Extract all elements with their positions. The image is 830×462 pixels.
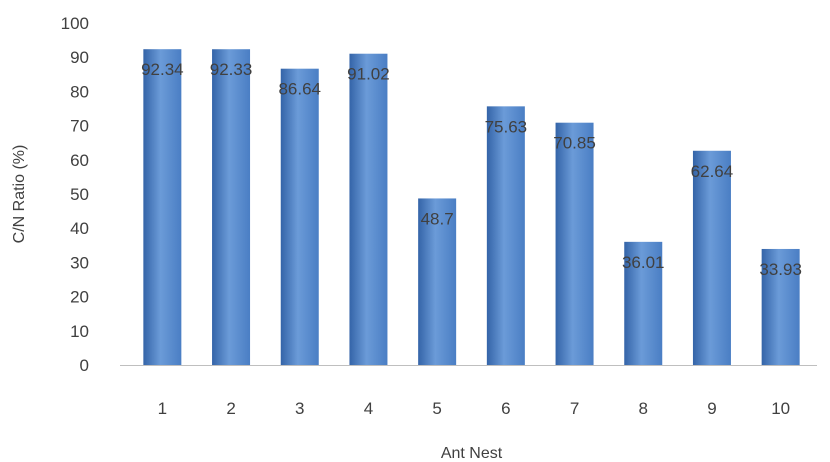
y-tick-label: 0	[80, 356, 89, 375]
bar	[555, 122, 594, 366]
y-tick-label: 10	[70, 322, 89, 341]
x-tick-label: 3	[295, 399, 304, 418]
data-label: 70.85	[553, 134, 596, 153]
y-tick-label: 30	[70, 253, 89, 272]
bar	[624, 241, 663, 365]
y-tick-label: 50	[70, 185, 89, 204]
data-label: 75.63	[485, 117, 528, 136]
data-label: 92.34	[141, 60, 184, 79]
x-axis-ticks: 1 2 3 4 5 6 7 8 9 10	[158, 399, 790, 418]
data-label: 62.64	[691, 162, 734, 181]
x-tick-label: 6	[501, 399, 510, 418]
y-axis-ticks: 0 10 20 30 40 50 60 70 80 90 100	[61, 14, 89, 375]
y-tick-label: 60	[70, 151, 89, 170]
y-tick-label: 80	[70, 82, 89, 101]
x-tick-label: 10	[771, 399, 790, 418]
y-tick-label: 40	[70, 219, 89, 238]
bar	[418, 198, 457, 365]
bar	[486, 106, 525, 365]
x-tick-label: 9	[707, 399, 716, 418]
data-label: 91.02	[347, 65, 390, 84]
x-tick-label: 8	[639, 399, 648, 418]
bar	[761, 248, 800, 365]
data-label: 36.01	[622, 253, 665, 272]
y-axis-title: C/N Ratio (%)	[11, 145, 28, 244]
data-labels: 92.34 92.33 86.64 91.02 48.7 75.63 70.85 36.01 6…	[141, 60, 802, 279]
x-tick-label: 2	[226, 399, 235, 418]
x-tick-label: 4	[364, 399, 373, 418]
bar	[143, 49, 182, 365]
bars	[143, 49, 800, 366]
x-tick-label: 7	[570, 399, 579, 418]
x-tick-label: 1	[158, 399, 167, 418]
x-axis-title: Ant Nest	[441, 445, 503, 462]
bar	[280, 68, 319, 366]
bar	[212, 49, 251, 366]
data-label: 86.64	[278, 80, 321, 99]
y-tick-label: 70	[70, 117, 89, 136]
bar	[692, 150, 731, 365]
bar	[349, 53, 388, 365]
y-tick-label: 100	[61, 14, 89, 33]
data-label: 33.93	[759, 260, 802, 279]
y-tick-label: 20	[70, 288, 89, 307]
data-label: 48.7	[421, 209, 454, 228]
data-label: 92.33	[210, 60, 253, 79]
y-tick-label: 90	[70, 48, 89, 67]
x-tick-label: 5	[432, 399, 441, 418]
